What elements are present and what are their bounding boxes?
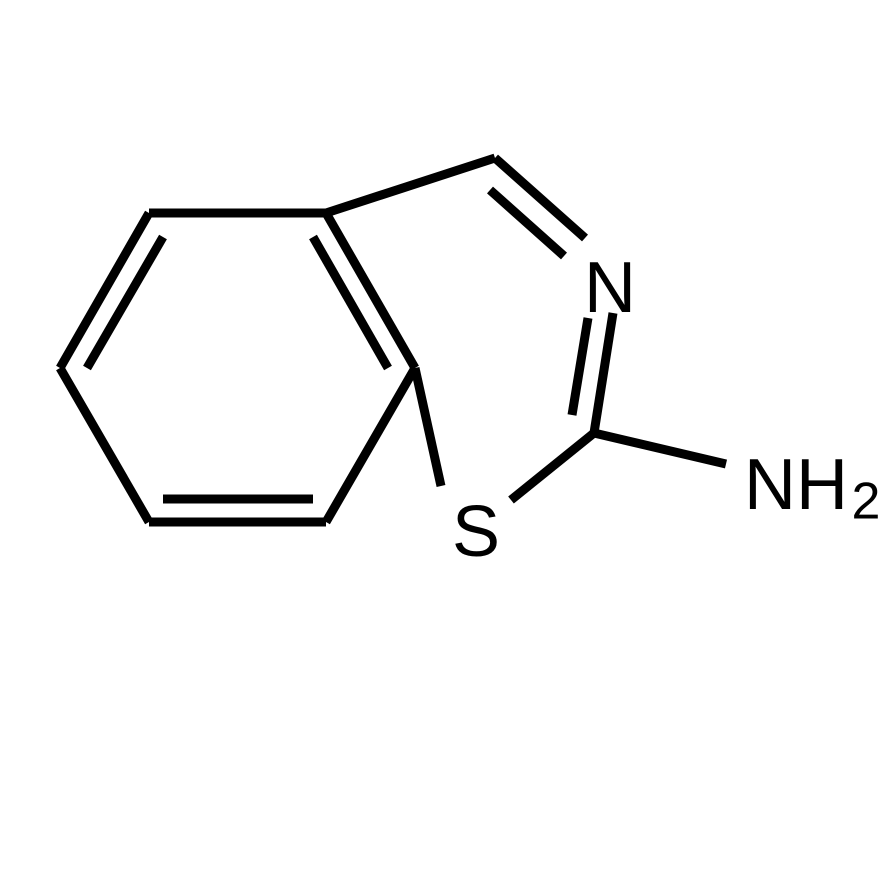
atom-NH2-N: N [744, 445, 796, 525]
bonds-group [60, 158, 726, 522]
c2-nh2 [594, 433, 726, 464]
thiazole-c4-n3-b [490, 190, 564, 256]
thiazole-c2-n-inner [572, 318, 588, 415]
atom-NH2-H: H [796, 445, 848, 525]
chemical-structure-diagram: NSNH2 [0, 0, 890, 890]
atom-NH2-sub2: 2 [852, 473, 881, 531]
thiazole-s1-c5 [415, 368, 441, 486]
thiazole-c4-n3-a [495, 158, 585, 238]
benzene-left [60, 368, 149, 522]
atom-N-ring: N [584, 248, 636, 328]
phenyl-thiazole-bond [326, 158, 495, 213]
thiazole-c2-s1 [511, 433, 594, 500]
atoms-group: NSNH2 [452, 248, 880, 572]
thiazole-n3-c2 [594, 313, 613, 433]
atom-S: S [452, 492, 500, 572]
benzene-bottom-right [326, 368, 415, 522]
